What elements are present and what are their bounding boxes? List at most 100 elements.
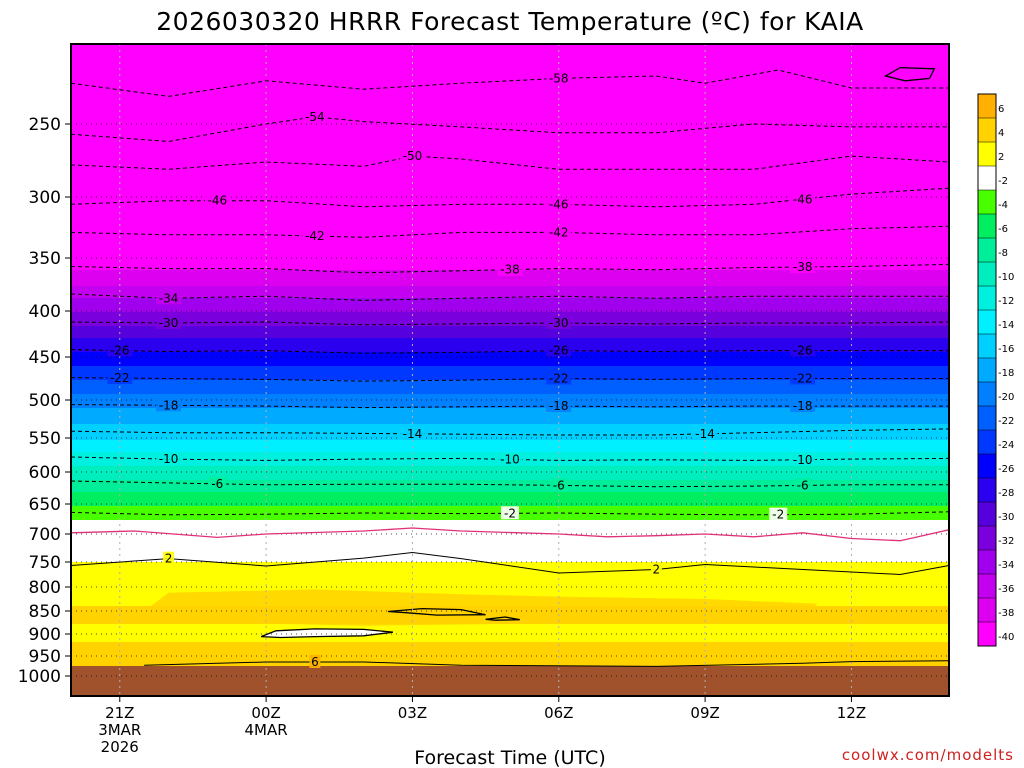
contour-label-bg <box>793 478 812 492</box>
contour-label: -6 <box>553 478 565 492</box>
colorbar-swatch <box>978 454 996 479</box>
contour-label: -34 <box>159 291 179 305</box>
x-axis-title: Forecast Time (UTC) <box>414 747 605 768</box>
closed-contour-2 <box>260 628 393 639</box>
plot-area: -58 -54 -50 -46 -46 -46 -42 -42 -38 -38 -34 -30 -30 -… <box>70 43 950 697</box>
colorbar-label: -30 <box>998 512 1014 523</box>
x-tick-label: 21Z <box>105 704 134 722</box>
colorbar-label: -40 <box>998 632 1014 643</box>
x-tick-label: 06Z <box>544 704 573 722</box>
contour-label-bg <box>546 315 572 329</box>
contour-label-bg <box>546 71 572 85</box>
contour-label-bg <box>546 343 572 357</box>
colorbar-swatch <box>978 502 996 527</box>
contour-label: -54 <box>305 110 325 124</box>
contour-label: -42 <box>305 229 325 243</box>
colorbar-label: 4 <box>998 128 1004 139</box>
y-tick-label: 1000 <box>18 667 61 687</box>
colorbar-label: -34 <box>998 560 1014 571</box>
contour-label-bg <box>156 315 182 329</box>
contour-label-bg <box>302 229 328 243</box>
contour-label-bg <box>790 192 816 206</box>
colorbar-swatch <box>978 262 996 287</box>
contour-label: -14 <box>403 427 423 441</box>
isotherm--50 <box>71 155 949 170</box>
colorbar-swatch <box>978 94 996 119</box>
closed-contour--62 <box>883 66 936 82</box>
contour-label: -58 <box>549 71 569 85</box>
contour-label: -22 <box>110 371 130 385</box>
warm-core-band <box>144 589 818 626</box>
x-tick-label: 12Z <box>837 704 866 722</box>
contour-label-bg <box>399 149 425 163</box>
contour-label-bg <box>546 399 572 413</box>
colorbar-label: -36 <box>998 584 1014 595</box>
colorbar-label: -14 <box>998 320 1014 331</box>
contour-label-bg <box>208 476 227 490</box>
y-tick-label: 850 <box>29 602 61 622</box>
contour-label-bg <box>497 452 523 466</box>
y-tick-label: 900 <box>29 625 61 645</box>
contour-label: -18 <box>159 398 179 412</box>
contour-label-bg <box>650 562 662 576</box>
contour-label-bg <box>156 452 182 466</box>
isotherm-2 <box>71 551 949 576</box>
y-tick-label: 350 <box>29 249 61 269</box>
contour-label-bg <box>156 291 182 305</box>
contour-label: -42 <box>549 225 569 239</box>
contour-label-bg <box>790 399 816 413</box>
y-tick-label: 600 <box>29 463 61 483</box>
plot-frame <box>70 43 950 697</box>
contour-label: -10 <box>793 453 813 467</box>
contour-label: -30 <box>549 316 569 330</box>
colorbar-label: -16 <box>998 344 1014 355</box>
chart-title: 2026030320 HRRR Forecast Temperature (ºC… <box>156 7 863 36</box>
contour-label: -6 <box>797 478 809 492</box>
temperature-field <box>71 44 949 696</box>
y-tick-label: 450 <box>29 348 61 368</box>
y-tick-label: 950 <box>29 647 61 667</box>
colorbar-swatch <box>978 406 996 431</box>
colorbar-label: -26 <box>998 464 1014 475</box>
contour-label-bg <box>107 371 133 385</box>
x-tick-label: 09Z <box>690 704 719 722</box>
colorbar-swatch <box>978 382 996 407</box>
colorbar-swatch <box>978 310 996 335</box>
contour-label-bg <box>501 506 519 520</box>
y-tick-label: 500 <box>29 391 61 411</box>
contour-label: 6 <box>311 655 319 669</box>
contour-label: -6 <box>211 477 223 491</box>
contour-label-bg <box>302 109 328 123</box>
colorbar-swatch <box>978 526 996 551</box>
colorbar-swatch <box>978 622 996 647</box>
contour-label: -38 <box>793 260 813 274</box>
isotherm--34 <box>71 293 949 301</box>
contour-label: -18 <box>793 399 813 413</box>
ground-fill <box>71 666 949 696</box>
closed-contour-4 <box>485 616 520 621</box>
colorbar-swatch <box>978 358 996 383</box>
colorbar-swatch <box>978 166 996 191</box>
x-tick-label: 03Z <box>398 704 427 722</box>
colorbar-label: -2 <box>998 176 1008 187</box>
colorbar-swatch <box>978 286 996 311</box>
contour-label-bg <box>497 262 523 276</box>
y-tick-label: 300 <box>29 188 61 208</box>
contour-label-bg <box>204 193 230 207</box>
x-tick-label: 2026 <box>101 738 139 756</box>
isotherm-6 <box>144 660 949 667</box>
x-tick-label: 4MAR <box>245 721 288 739</box>
credit-text: coolwx.com/modelts <box>842 746 1014 764</box>
contour-label: -46 <box>549 197 569 211</box>
contour-label-bg <box>546 371 572 385</box>
isotherm-zero <box>71 527 949 542</box>
colorbar-swatch <box>978 238 996 263</box>
y-tick-label: 650 <box>29 495 61 515</box>
isotherm--2 <box>71 511 949 516</box>
colorbar-swatch <box>978 334 996 359</box>
colorbar-swatch <box>978 430 996 455</box>
contour-label-bg <box>790 260 816 274</box>
contour-label-bg <box>163 551 175 565</box>
contour-label: -46 <box>208 194 228 208</box>
